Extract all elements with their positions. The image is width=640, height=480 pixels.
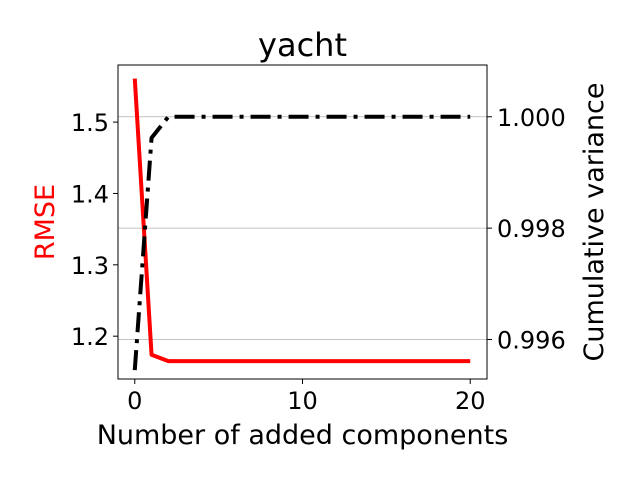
chart-title: yacht [258,26,347,64]
y-left-tick-label-2: 1.4 [71,180,109,208]
x-tick-label-0: 0 [127,387,142,415]
cumulative-variance-line [132,114,471,371]
plot-frame [117,64,488,380]
x-axis-label: Number of added components [97,420,509,451]
grid-lines [118,116,487,340]
y-right-tick-label-2: 1.000 [497,104,566,132]
rmse-line [132,78,471,364]
y-axis-right-label: Cumulative variance [579,83,610,362]
y-right-tick-label-0: 0.996 [497,326,566,354]
series-layer [132,78,471,371]
x-tick-label-1: 10 [287,387,318,415]
tick-layer: 0 10 20 1.2 1.3 1.4 1.5 0.996 0.998 1.000 [71,104,566,415]
y-axis-left-label: RMSE [30,184,61,260]
y-right-tick-label-1: 0.998 [497,215,566,243]
x-tick-label-2: 20 [455,387,486,415]
y-left-tick-label-1: 1.3 [71,252,109,280]
y-left-tick-label-3: 1.5 [71,109,109,137]
y-left-tick-label-0: 1.2 [71,323,109,351]
